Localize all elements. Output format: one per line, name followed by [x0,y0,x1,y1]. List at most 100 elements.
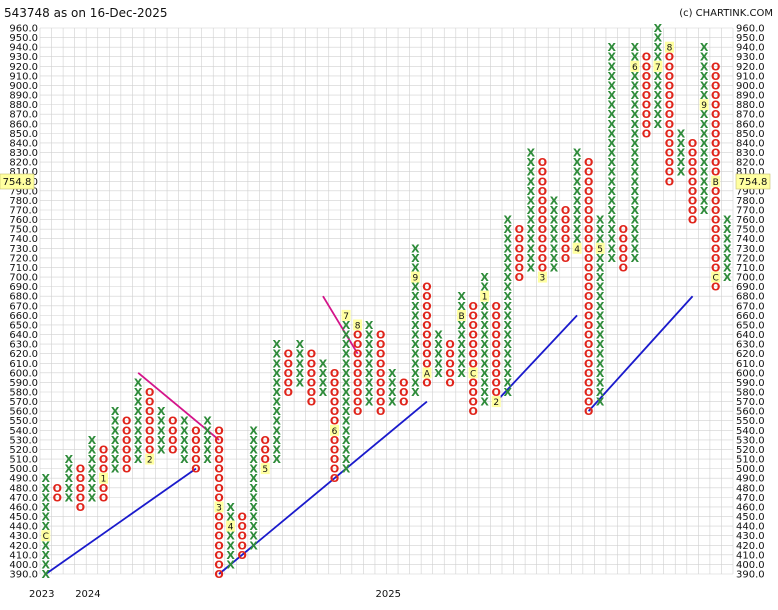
o-box: O [711,156,720,169]
o-box: O [642,51,651,64]
o-box: O [492,309,501,322]
o-box: O [538,252,547,265]
o-box: O [214,472,223,485]
x-box: X [365,376,374,389]
o-box: O [237,530,246,543]
x-box: X [700,89,709,102]
y-tick-label-left: 770.0 [9,206,38,217]
o-box: O [76,491,85,504]
y-tick-label-right: 440.0 [736,522,765,533]
o-box: O [584,338,593,351]
x-box: X [111,443,120,456]
month-marker-bg [595,242,605,254]
x-box: X [342,405,351,418]
x-box: X [42,539,51,552]
x-box: X [527,185,536,198]
x-box: X [480,367,489,380]
x-box: X [157,443,166,456]
y-tick-label-right: 830.0 [736,148,765,159]
x-box: X [88,491,97,504]
x-box: X [607,118,616,131]
x-box: X [596,309,605,322]
o-box: O [76,472,85,485]
x-box: X [607,242,616,255]
x-box: X [596,214,605,227]
x-box: X [550,204,559,217]
o-box: O [688,185,697,198]
y-tick-label-right: 900.0 [736,81,765,92]
x-box: X [607,108,616,121]
o-box: O [422,290,431,303]
o-box: O [445,357,454,370]
y-tick-label-left: 790.0 [9,186,38,197]
month-marker-bg [341,309,351,321]
o-box: O [168,415,177,428]
x-box: X [480,348,489,361]
x-box: X [365,367,374,380]
x-box: X [504,329,513,342]
x-box: X [457,367,466,380]
y-tick-label-left: 530.0 [9,435,38,446]
o-box: O [688,156,697,169]
o-box: O [492,319,501,332]
x-box: X [596,281,605,294]
x-box: X [596,290,605,303]
x-box: X [480,396,489,409]
month-marker: 5 [597,245,603,255]
month-marker: 8 [355,321,361,331]
y-tick-label-right: 860.0 [736,119,765,130]
x-box: X [342,348,351,361]
o-box: O [214,511,223,524]
y-tick-label-right: 610.0 [736,359,765,370]
x-box: X [723,242,732,255]
x-box: X [388,367,397,380]
x-box: X [677,147,686,160]
y-tick-label-right: 730.0 [736,244,765,255]
o-box: O [584,204,593,217]
y-tick-label-right: 700.0 [736,273,765,284]
x-box: X [249,463,258,476]
o-box: O [53,482,62,495]
support-trendline [45,467,197,575]
month-marker-bg [480,290,490,302]
o-box: O [584,300,593,313]
month-marker-bg [226,520,236,532]
x-box: X [157,424,166,437]
x-box: X [434,367,443,380]
o-box: O [237,520,246,533]
x-box: X [607,127,616,140]
x-box: X [457,319,466,332]
o-box: O [468,405,477,418]
o-box: O [492,357,501,370]
x-box: X [700,41,709,54]
o-box: O [99,491,108,504]
month-marker-bg [699,99,709,111]
o-box: O [214,463,223,476]
o-box: O [538,214,547,227]
x-box: X [631,156,640,169]
month-marker-bg [630,60,640,72]
x-box: X [700,185,709,198]
y-axis-right: 390.0400.0410.0420.0430.0440.0450.0460.0… [736,24,765,581]
x-box: X [88,482,97,495]
o-box: O [376,405,385,418]
o-box: O [330,396,339,409]
y-tick-label-left: 430.0 [9,531,38,542]
o-box: O [538,261,547,274]
o-box: O [711,252,720,265]
x-box: X [700,194,709,207]
o-box: O [468,329,477,342]
x-box: X [319,386,328,399]
y-tick-label-left: 540.0 [9,426,38,437]
x-box: X [111,434,120,447]
o-box: O [445,376,454,389]
o-box: O [191,434,200,447]
month-marker-bg [468,367,478,379]
y-tick-label-right: 680.0 [736,292,765,303]
x-box: X [226,530,235,543]
price-tag-left-label: 754.8 [3,177,32,188]
x-box: X [134,405,143,418]
o-box: O [619,261,628,274]
x-box: X [42,568,51,581]
y-tick-label-right: 480.0 [736,483,765,494]
